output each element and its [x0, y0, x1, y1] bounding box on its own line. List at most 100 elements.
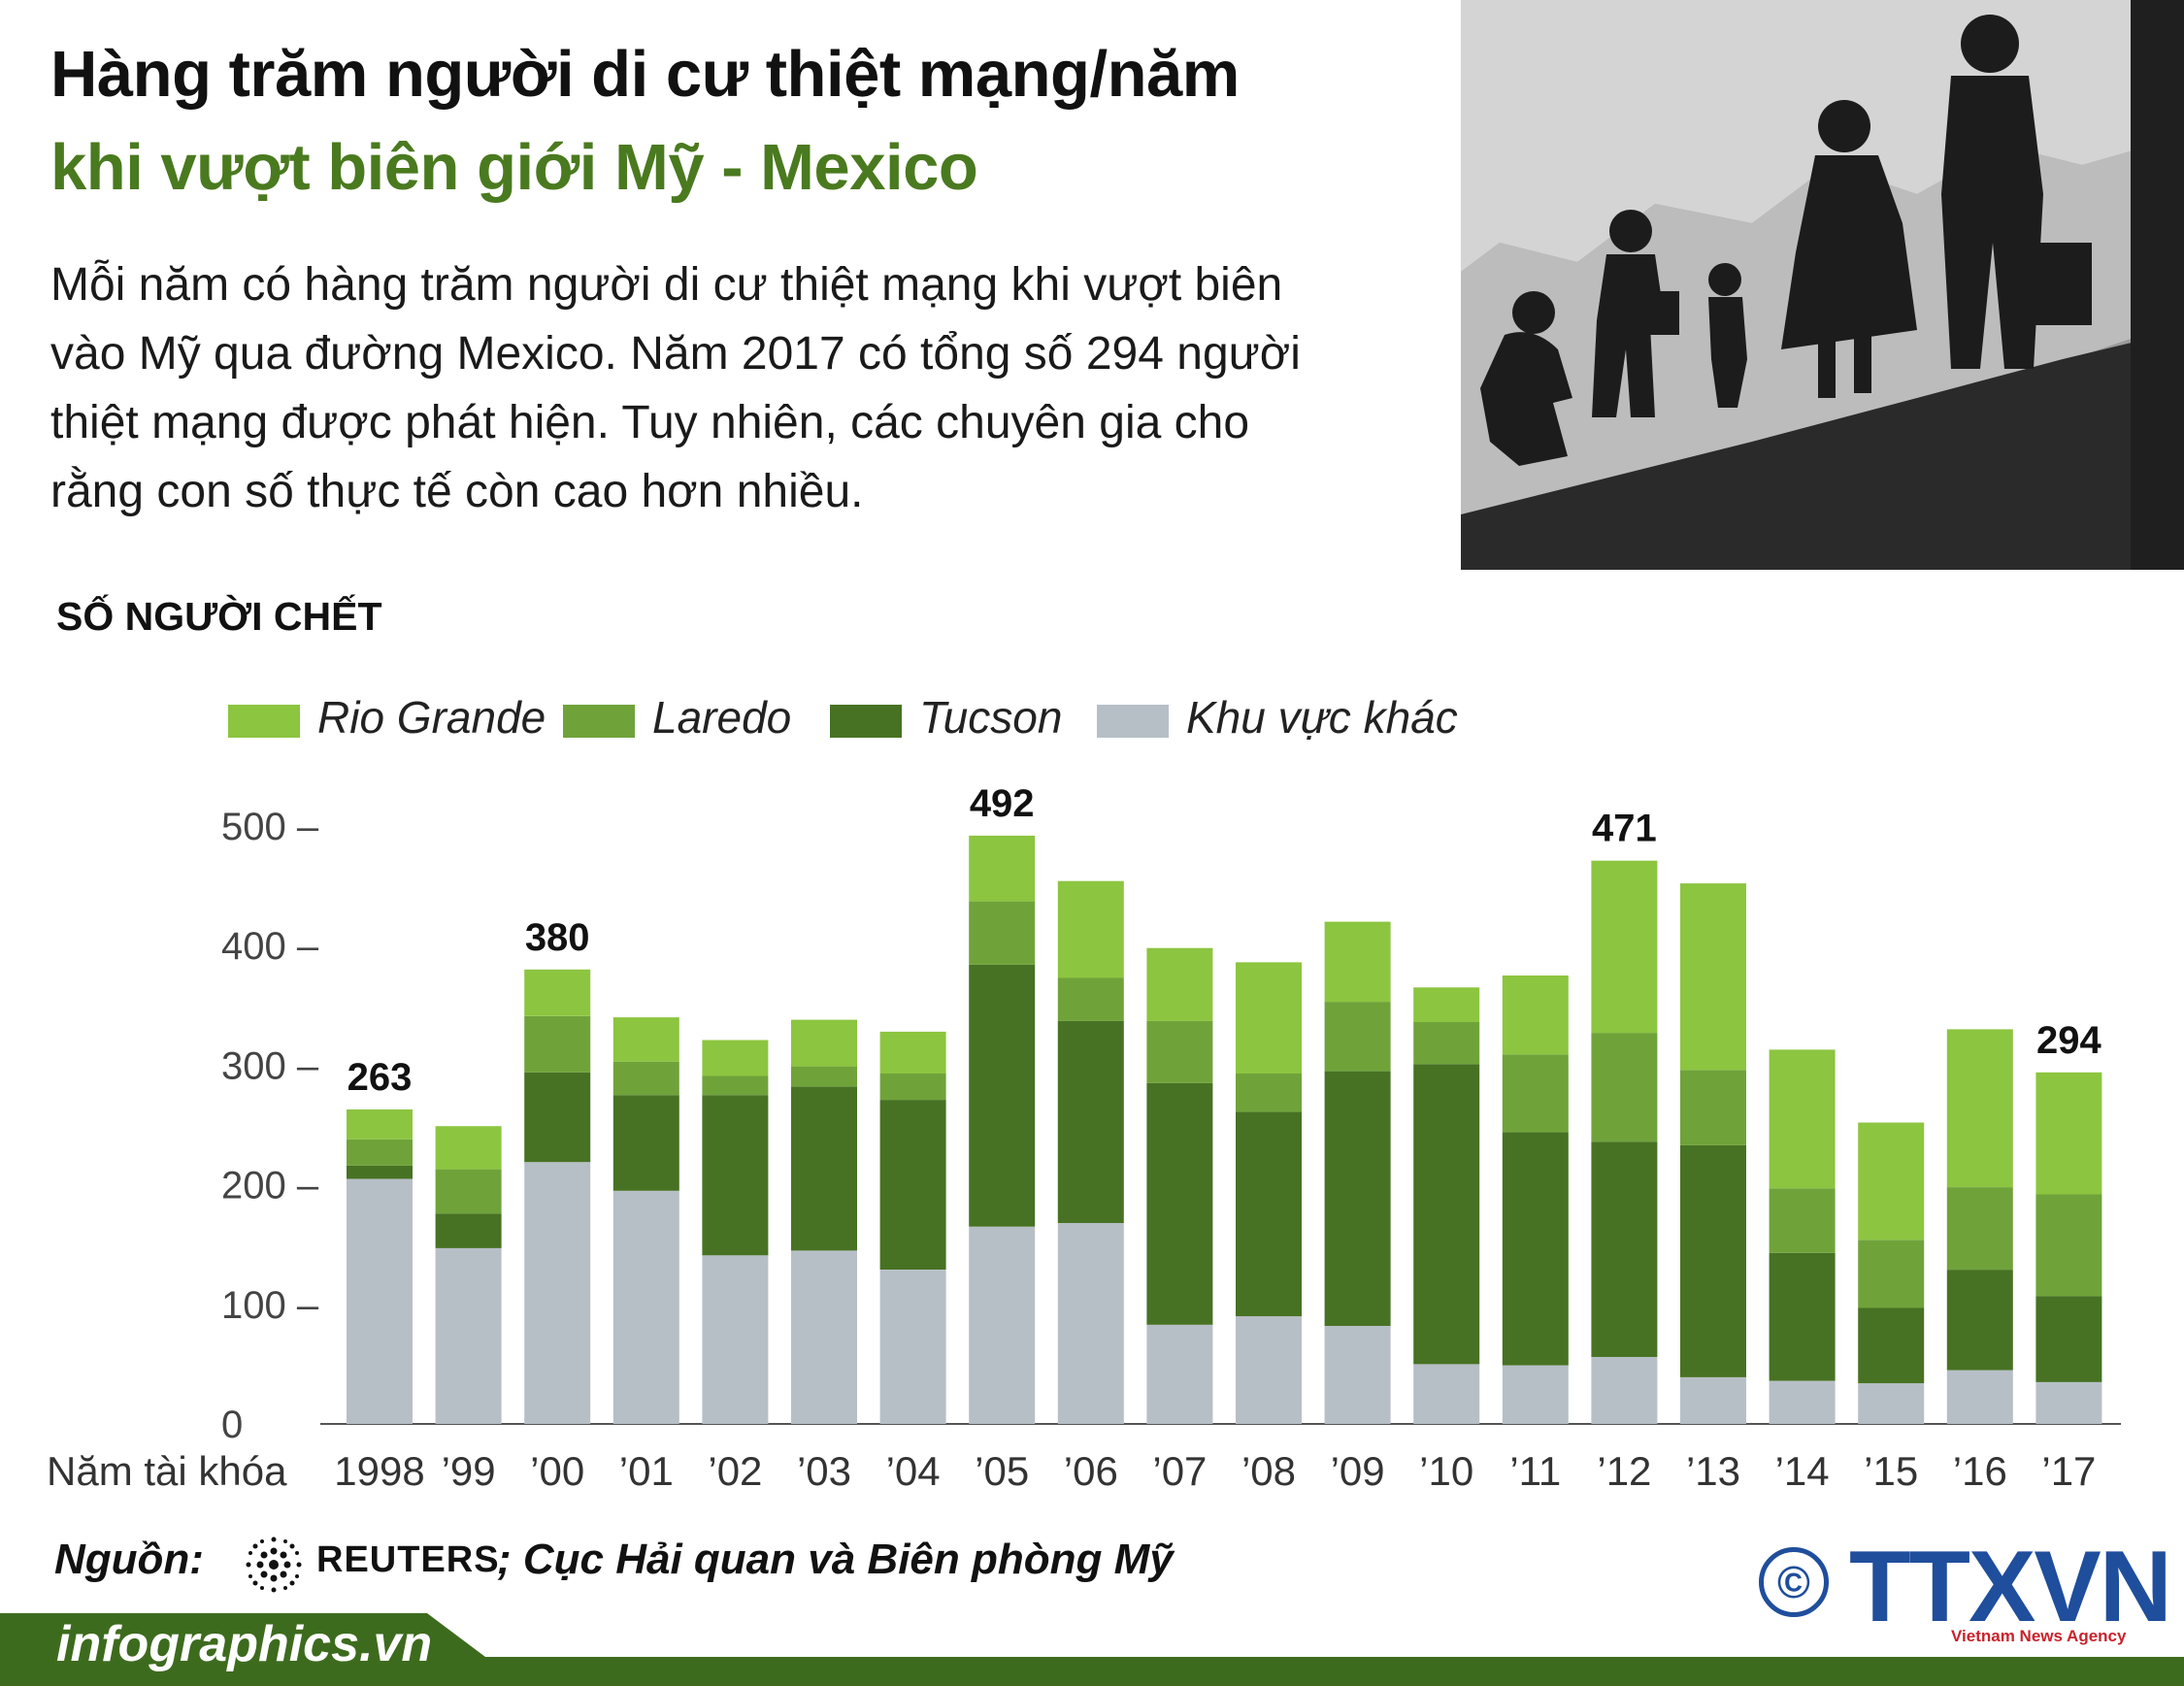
title-line-2: khi vượt biên giới Mỹ - Mexico	[50, 131, 978, 204]
x-tick-label: ’13	[1686, 1448, 1740, 1494]
intro-line: rằng con số thực tế còn cao hơn nhiều.	[50, 466, 864, 517]
bar-segment	[1591, 1033, 1658, 1142]
stacked-bar-chart: 0 100 – 200 – 300 – 400 – 500 – Năm tài khóa 19…	[47, 782, 2121, 1494]
bar-segment	[1146, 1082, 1213, 1325]
bar-segment	[435, 1169, 502, 1214]
bar-segment	[1324, 921, 1391, 1003]
y-tick-label: 100 –	[221, 1284, 319, 1327]
bar-segment	[1591, 1357, 1658, 1424]
bar-segment	[2035, 1194, 2102, 1297]
x-tick-label: ’01	[619, 1448, 674, 1494]
bar-segment	[1324, 1002, 1391, 1072]
bar-segment	[347, 1178, 413, 1424]
x-tick-label: ’08	[1241, 1448, 1296, 1494]
bar-segment	[1236, 1316, 1302, 1424]
bar-segment	[1502, 1132, 1569, 1366]
x-tick-label: ’03	[797, 1448, 851, 1494]
migrants-silhouette-image	[1461, 0, 2184, 570]
bar-segment	[1236, 1074, 1302, 1112]
bar-segment	[1946, 1370, 2013, 1424]
x-tick-label: ’17	[2041, 1448, 2096, 1494]
bar-segment	[2035, 1381, 2102, 1424]
bar-segment	[1413, 1022, 1480, 1065]
ttxvn-logo: TTXVN	[1849, 1531, 2172, 1643]
bar-segment	[1680, 1070, 1746, 1145]
y-tick-label: 400 –	[221, 925, 319, 968]
bar-segment	[1769, 1188, 1836, 1253]
bar-segment	[969, 835, 1036, 902]
x-tick-label: ’05	[975, 1448, 1029, 1494]
reuters-logo-icon	[246, 1537, 302, 1593]
bar-segment	[702, 1255, 769, 1424]
bar-value-label: 471	[1592, 808, 1657, 850]
intro-line: Mỗi năm có hàng trăm người di cư thiệt m…	[50, 259, 1283, 311]
bar-segment	[2035, 1296, 2102, 1382]
bar-segment	[879, 1031, 946, 1074]
legend-label-rio-grande: Rio Grande	[317, 692, 546, 743]
bar-segment	[791, 1086, 857, 1251]
footer-site-link[interactable]: infographics.vn	[56, 1616, 433, 1672]
bar-segment	[1946, 1187, 2013, 1271]
y-tick-label: 0	[221, 1404, 243, 1446]
x-axis-title: Năm tài khóa	[47, 1448, 287, 1494]
bar-segment	[1591, 1141, 1658, 1357]
ttxvn-subtitle: Vietnam News Agency	[1951, 1627, 2127, 1645]
bar-value-label: 380	[525, 916, 590, 959]
legend-swatch-tucson	[830, 705, 902, 738]
bar-segment	[1146, 1020, 1213, 1083]
bar-segment	[612, 1017, 679, 1062]
bar-segment	[524, 1015, 591, 1073]
legend-swatch-laredo	[563, 705, 635, 738]
bar-segment	[1946, 1029, 2013, 1187]
bar-segment	[1591, 860, 1658, 1034]
bar-segment	[969, 901, 1036, 965]
bar-segment	[524, 1072, 591, 1163]
intro-line: vào Mỹ qua đường Mexico. Năm 2017 có tổn…	[50, 328, 1301, 380]
legend-label-khu-vuc-khac: Khu vực khác	[1186, 692, 1458, 743]
bar-segment	[879, 1270, 946, 1424]
x-tick-label: ’12	[1597, 1448, 1651, 1494]
y-tick-label: 500 –	[221, 806, 319, 848]
bar-segment	[1413, 1064, 1480, 1365]
bar-segment	[1324, 1071, 1391, 1326]
bar-segment	[1858, 1122, 1925, 1240]
bar-segment	[791, 1019, 857, 1067]
bar-segment	[1769, 1380, 1836, 1424]
x-tick-label: ’99	[442, 1448, 496, 1494]
bar-segment	[1502, 1054, 1569, 1133]
bar-value-label: 294	[2036, 1019, 2101, 1062]
bar-segment	[1502, 975, 1569, 1055]
bar-segment	[1858, 1383, 1925, 1424]
bar-segment	[524, 969, 591, 1016]
x-tick-label: ’14	[1775, 1448, 1830, 1494]
bar-segment	[435, 1213, 502, 1248]
x-tick-label: ’11	[1509, 1448, 1561, 1494]
bar-segment	[1858, 1240, 1925, 1308]
x-tick-label: ’06	[1064, 1448, 1118, 1494]
x-tick-label: ’07	[1152, 1448, 1207, 1494]
intro-line: thiệt mạng được phát hiện. Tuy nhiên, cá…	[50, 397, 1250, 448]
x-tick-label: ’15	[1864, 1448, 1918, 1494]
x-tick-label: ’09	[1331, 1448, 1385, 1494]
legend-swatch-rio-grande	[228, 705, 300, 738]
bar-segment	[879, 1100, 946, 1270]
bar-segment	[702, 1095, 769, 1256]
bar-segment	[347, 1139, 413, 1166]
legend-label-laredo: Laredo	[652, 692, 792, 743]
bar-segment	[1057, 977, 1124, 1021]
bar-segment	[2035, 1072, 2102, 1195]
x-tick-label: ’04	[886, 1448, 941, 1494]
bar-segment	[1680, 1377, 1746, 1424]
source-label: Nguồn:	[54, 1536, 204, 1583]
x-tick-label: ’00	[530, 1448, 584, 1494]
bar-segment	[879, 1074, 946, 1101]
intro-paragraph: Mỗi năm có hàng trăm người di cư thiệt m…	[50, 250, 1458, 526]
bar-segment	[612, 1095, 679, 1191]
y-axis-title: SỐ NGƯỜI CHẾT	[56, 594, 382, 639]
bar-segment	[435, 1247, 502, 1424]
bar-segment	[1769, 1252, 1836, 1381]
bar-segment	[1324, 1326, 1391, 1424]
bar-segment	[1413, 987, 1480, 1022]
bar-segment	[1236, 1111, 1302, 1317]
copyright-icon: ©	[1759, 1547, 1829, 1617]
